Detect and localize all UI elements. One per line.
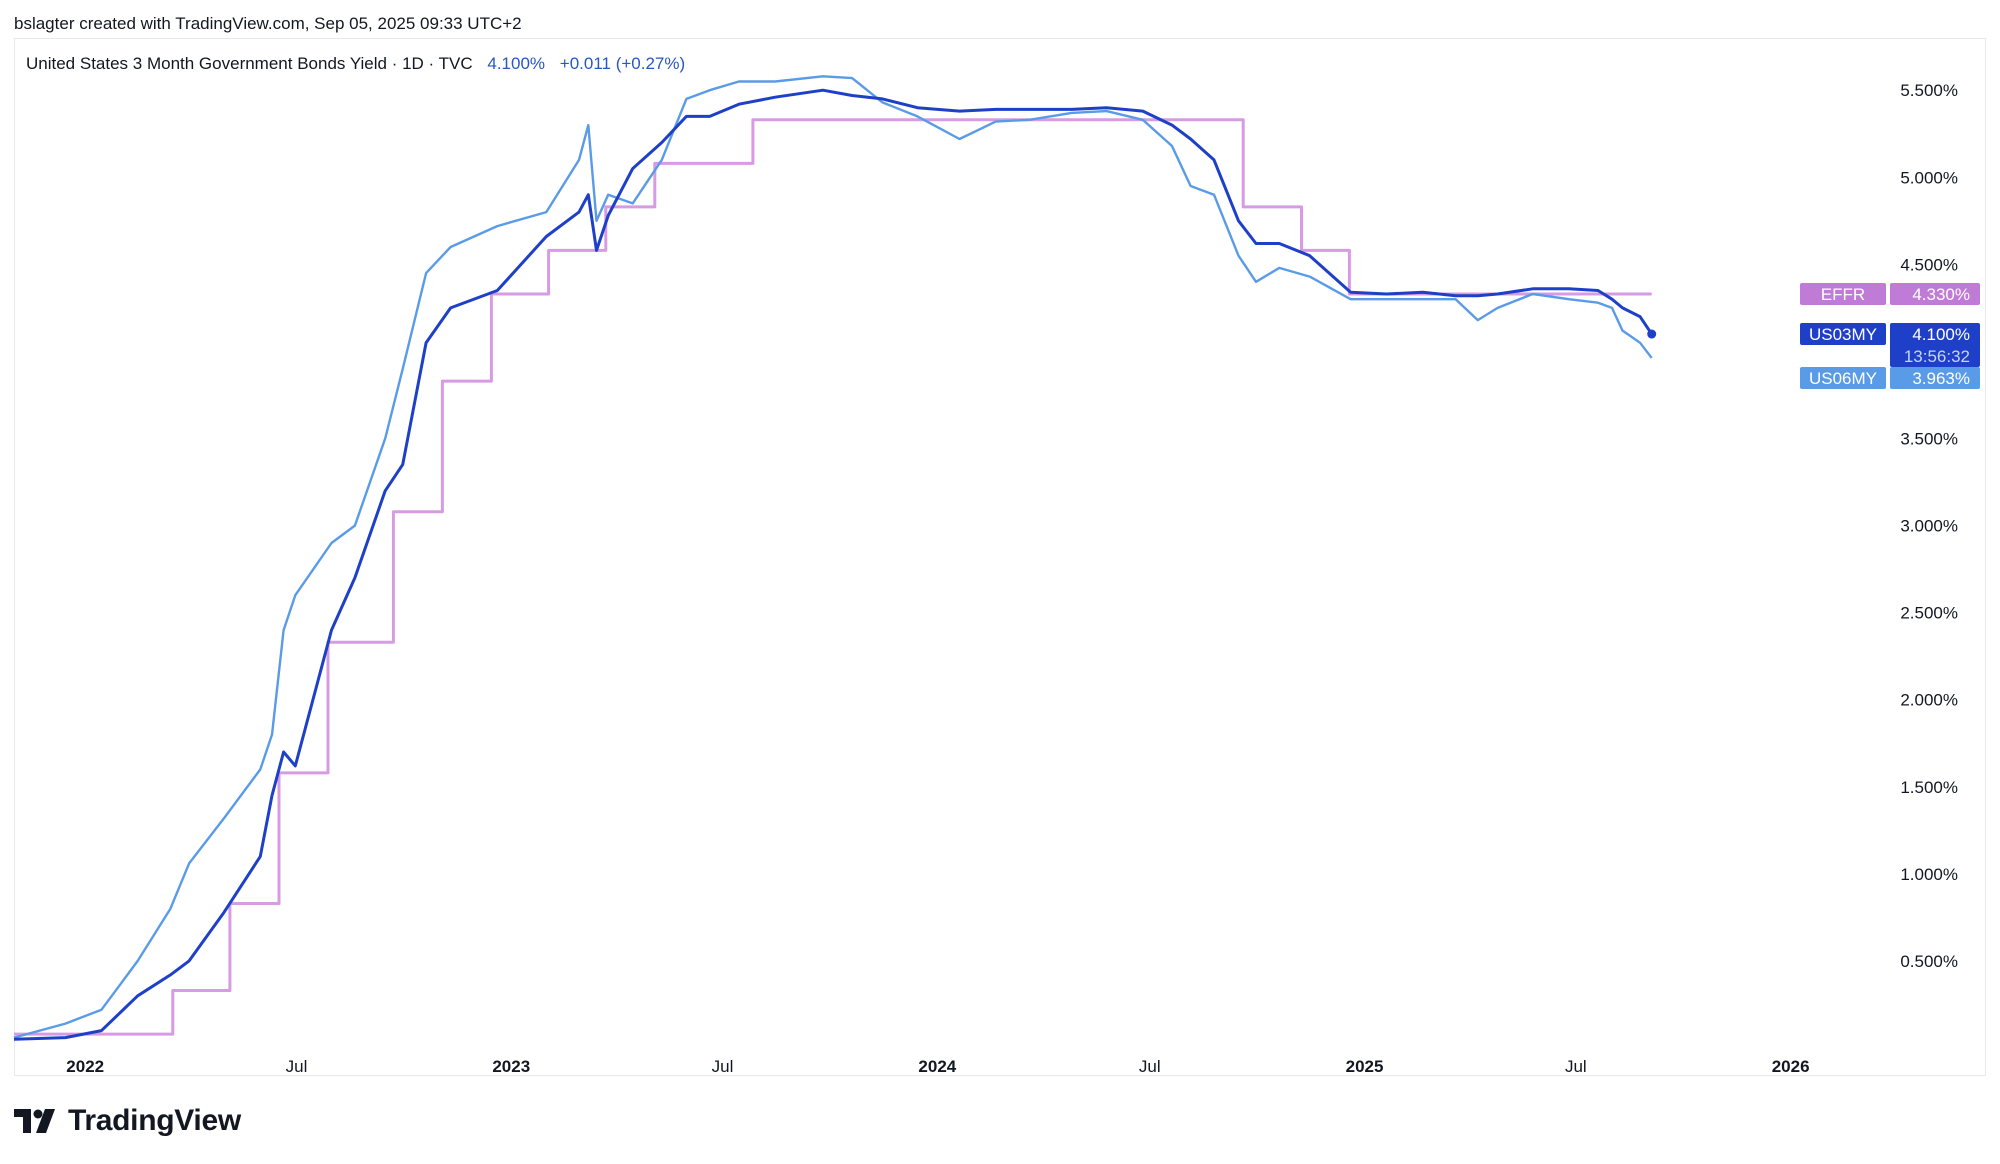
y-tick-label: 1.500% [1900,778,1958,797]
legend-change: +0.011 (+0.27%) [559,54,686,73]
legend-last-value: 4.100% [487,54,546,73]
x-tick-label: 2023 [492,1057,530,1076]
price-labels: EFFR 4.330% US06MY 3.963% US03MY 4.100% 13:56:… [1800,282,1980,390]
price-label-name: EFFR [1821,285,1865,304]
x-tick-label: 2026 [1772,1057,1810,1076]
x-tick-label: 2022 [66,1057,104,1076]
y-tick-label: 4.500% [1900,255,1958,274]
price-label-name: US03MY [1809,325,1877,344]
y-tick-label: 1.000% [1900,865,1958,884]
x-tick-label: Jul [286,1057,308,1076]
price-label-name: US06MY [1809,369,1877,388]
y-tick-label: 2.500% [1900,604,1958,623]
price-label-value: 3.963% [1912,369,1970,388]
price-label-value: 4.100% [1912,325,1970,344]
series-line-us03my[interactable] [13,88,1653,1041]
y-tick-label: 5.000% [1900,168,1958,187]
chart-frame [14,38,1986,1076]
tradingview-wordmark: TradingView [68,1104,241,1137]
y-tick-label: 2.000% [1900,691,1958,710]
price-label-value-bg [1890,367,1980,390]
last-point-us03my [1647,329,1657,339]
tradingview-logo[interactable]: TradingView [14,1104,241,1138]
y-tick-label: 0.500% [1900,952,1958,971]
y-tick-label: 3.500% [1900,430,1958,449]
y-tick-label: 5.500% [1900,81,1958,100]
price-label-name-bg [1800,367,1886,390]
chart-credit: bslagter created with TradingView.com, S… [14,14,522,33]
series-line-us06my[interactable] [13,75,1653,1039]
x-tick-label: Jul [1139,1057,1161,1076]
y-tick-label: 3.000% [1900,517,1958,536]
tradingview-logo-icon [14,1109,55,1133]
price-label-effr: EFFR 4.330% [1800,282,1980,305]
price-label-value: 4.330% [1912,285,1970,304]
x-tick-label: 2025 [1346,1057,1384,1076]
series-line-effr[interactable] [14,118,1652,1036]
x-axis[interactable]: 2022 Jul 2023 Jul 2024 Jul 2025 Jul 2026 [66,1057,1809,1076]
x-tick-label: Jul [712,1057,734,1076]
legend-symbol[interactable]: United States 3 Month Government Bonds Y… [26,54,473,73]
x-tick-label: Jul [1565,1057,1587,1076]
price-label-countdown: 13:56:32 [1904,347,1970,366]
price-label-name-bg [1800,323,1886,346]
price-label-us06my: US06MY 3.963% [1800,367,1980,390]
price-label-value-bg [1890,282,1980,305]
x-tick-label: 2024 [918,1057,956,1076]
y-axis[interactable]: 0.500% 1.000% 1.500% 2.000% 2.500% 3.000% 3.50… [1900,81,1958,971]
series-layer [13,75,1653,1041]
end-dots [1647,329,1657,339]
price-label-us03my: US03MY 4.100% 13:56:32 [1800,323,1980,368]
price-label-value-bg [1890,323,1980,368]
price-label-name-bg [1800,282,1886,305]
chart-legend: United States 3 Month Government Bonds Y… [26,54,685,74]
